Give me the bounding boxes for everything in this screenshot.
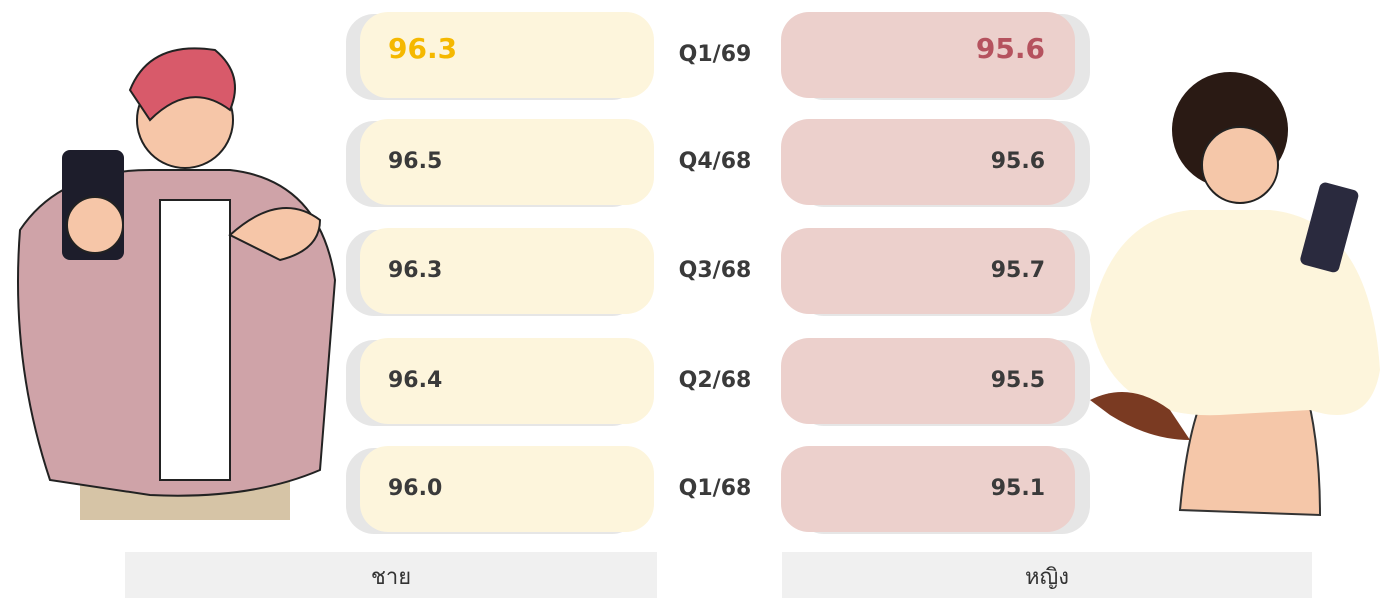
quarter-label: Q1/69: [678, 42, 752, 67]
male-pill: 96.5: [360, 119, 654, 205]
man-illustration: [17, 47, 337, 520]
female-footer: หญิง: [782, 552, 1312, 598]
female-pill: 95.7: [781, 228, 1075, 314]
male-pill: 96.3: [360, 228, 654, 314]
male-value: 96.0: [388, 476, 443, 501]
quarter-label: Q1/68: [678, 476, 752, 501]
woman-illustration: [1090, 72, 1380, 517]
male-value: 96.3: [388, 258, 443, 283]
female-pill: 95.5: [781, 338, 1075, 424]
female-value: 95.6: [990, 149, 1045, 174]
female-pill: 95.1: [781, 446, 1075, 532]
male-footer: ชาย: [125, 552, 657, 598]
quarter-label: Q3/68: [678, 258, 752, 283]
quarter-label: Q4/68: [678, 149, 752, 174]
female-value: 95.5: [990, 368, 1045, 393]
female-value: 95.6: [975, 32, 1045, 65]
male-pill: 96.3: [360, 12, 654, 98]
male-value: 96.5: [388, 149, 443, 174]
male-pill: 96.0: [360, 446, 654, 532]
male-value: 96.4: [388, 368, 443, 393]
female-pill: 95.6: [781, 12, 1075, 98]
female-pill: 95.6: [781, 119, 1075, 205]
female-value: 95.7: [990, 258, 1045, 283]
quarter-label: Q2/68: [678, 368, 752, 393]
male-value: 96.3: [388, 32, 458, 65]
male-pill: 96.4: [360, 338, 654, 424]
female-value: 95.1: [990, 476, 1045, 501]
